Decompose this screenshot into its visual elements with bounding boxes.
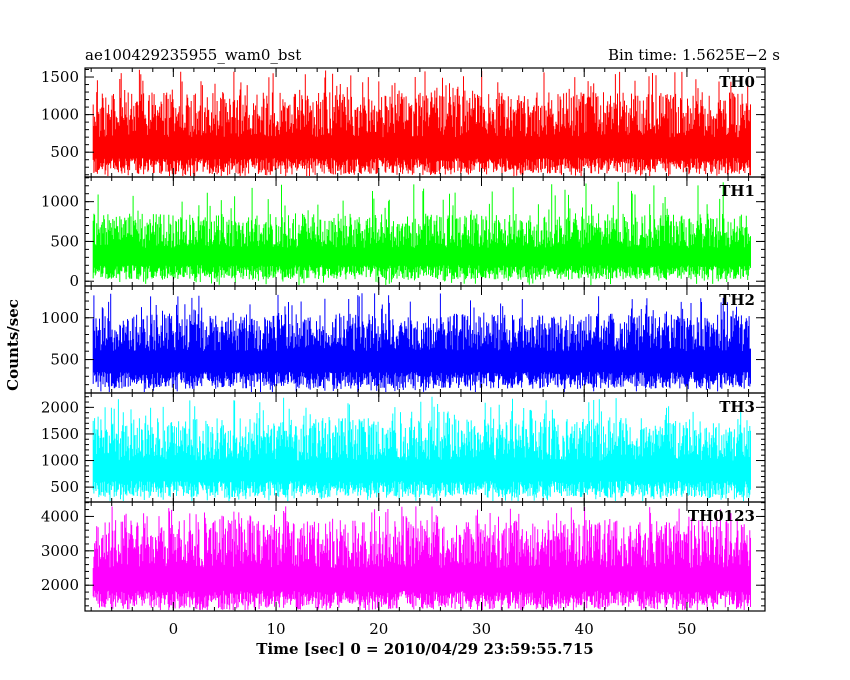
y-tick-label: 500 <box>50 478 79 496</box>
series-line-th0123 <box>92 506 751 610</box>
y-axis-label: Counts/sec <box>4 299 22 391</box>
y-tick-label: 2000 <box>41 398 79 416</box>
series-line-th3 <box>92 396 751 501</box>
x-axis-label: Time [sec] 0 = 2010/04/29 23:59:55.715 <box>256 640 593 658</box>
x-tick-label: 20 <box>369 620 388 638</box>
y-tick-label: 0 <box>69 272 79 290</box>
y-tick-label: 1000 <box>41 193 79 211</box>
panel-label-th2: TH2 <box>719 291 755 309</box>
y-tick-label: 500 <box>50 143 79 161</box>
series-line-th2 <box>92 293 751 392</box>
panel-label-th3: TH3 <box>719 398 755 416</box>
panel-label-th0: TH0 <box>719 73 755 91</box>
y-tick-label: 1000 <box>41 309 79 327</box>
x-tick-label: 50 <box>677 620 696 638</box>
y-tick-label: 1000 <box>41 452 79 470</box>
y-tick-label: 1500 <box>41 68 79 86</box>
y-tick-label: 3000 <box>41 542 79 560</box>
chart-title: ae100429235955_wam0_bst <box>85 46 301 64</box>
y-tick-label: 1500 <box>41 425 79 443</box>
panel-frame-th0123 <box>84 501 766 612</box>
panel-label-th1: TH1 <box>719 182 755 200</box>
bin-time-label: Bin time: 1.5625E−2 s <box>608 46 780 64</box>
x-tick-label: 40 <box>575 620 594 638</box>
y-tick-label: 2000 <box>41 576 79 594</box>
y-tick-label: 4000 <box>41 507 79 525</box>
y-tick-label: 500 <box>50 351 79 369</box>
panel-label-th0123: TH0123 <box>688 507 755 525</box>
y-tick-label: 1000 <box>41 106 79 124</box>
y-tick-label: 500 <box>50 232 79 250</box>
x-tick-label: 10 <box>267 620 286 638</box>
series-line-th1 <box>92 181 751 285</box>
x-tick-label: 30 <box>472 620 491 638</box>
x-tick-label: 0 <box>169 620 179 638</box>
series-line-th0 <box>92 69 751 176</box>
